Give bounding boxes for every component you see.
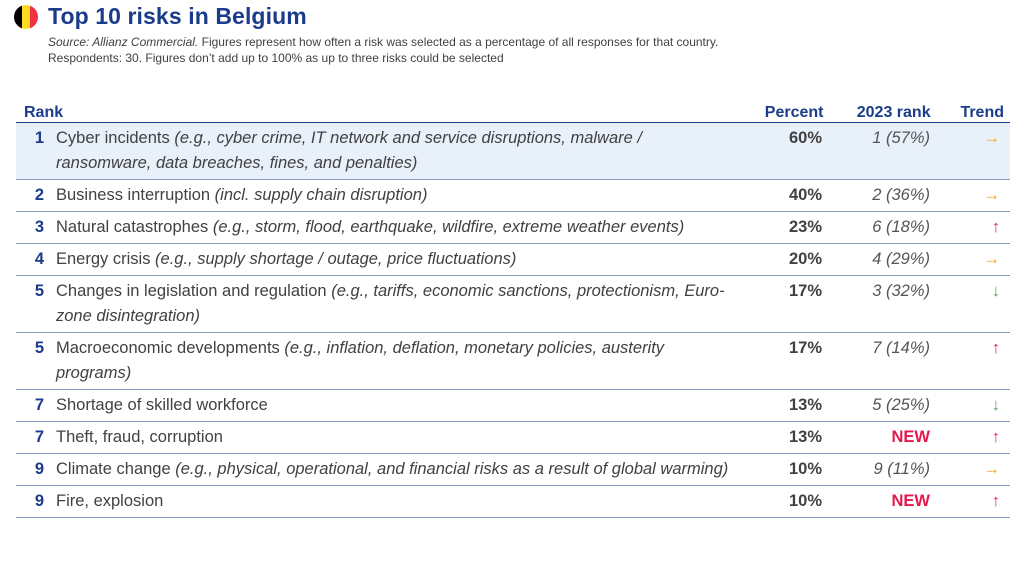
table-row: 7 Shortage of skilled workforce 13% 5 (25%)… [16, 390, 1010, 422]
risk-text: Climate change (e.g., physical, operatio… [56, 457, 746, 482]
table-header: Rank Percent 2023 rank Trend [16, 96, 1010, 123]
column-header-percent: Percent [764, 104, 824, 121]
rank-number: 7 [34, 428, 44, 446]
percent-value: 60% [788, 129, 822, 147]
rank-number: 7 [34, 396, 44, 414]
percent-value: 17% [788, 282, 822, 300]
risk-name: Changes in legislation and regulation [56, 282, 327, 300]
percent-value: 10% [788, 492, 822, 510]
new-badge: NEW [891, 428, 931, 446]
percent-value: 10% [788, 460, 822, 478]
source-note: Source: Allianz Commercial. Figures repr… [48, 34, 1014, 66]
risk-text: Macroeconomic developments (e.g., inflat… [56, 336, 746, 386]
rank-number: 5 [34, 282, 44, 300]
trend-up-arrow-icon: ↑ [991, 492, 1000, 510]
risk-detail: (e.g., storm, flood, earthquake, wildfir… [208, 218, 685, 236]
risk-text: Fire, explosion [56, 489, 746, 514]
trend-down-arrow-icon: ↓ [991, 396, 1000, 414]
risk-name: Theft, fraud, corruption [56, 428, 223, 446]
rank-number: 9 [34, 460, 44, 478]
trend-right-arrow-icon: → [983, 250, 1001, 268]
table-row: 2 Business interruption (incl. supply cha… [16, 180, 1010, 212]
rank-number: 2 [34, 186, 44, 204]
rank-number: 3 [34, 218, 44, 236]
source-label: Source: Allianz Commercial. [48, 35, 199, 49]
source-text: Figures represent how often a risk was s… [198, 35, 719, 49]
flag-stripe-yellow [22, 4, 30, 29]
rank-number: 9 [34, 492, 44, 510]
respondents-line: Respondents: 30. Figures don’t add up to… [48, 51, 504, 65]
trend-right-arrow-icon: → [983, 129, 1001, 147]
prev-rank-value: 7 (14%) [872, 339, 930, 357]
rank-number: 5 [34, 339, 44, 357]
risk-detail: (e.g., cyber crime, IT network and servi… [56, 129, 642, 172]
header: Top 10 risks in Belgium Source: Allianz … [14, 3, 1014, 66]
trend-up-arrow-icon: ↑ [991, 218, 1000, 236]
prev-rank-value: 2 (36%) [872, 186, 930, 204]
table-row: 5 Changes in legislation and regulation (… [16, 276, 1010, 333]
risk-text: Changes in legislation and regulation (e… [56, 279, 746, 329]
flag-stripe-black [14, 4, 22, 29]
risk-name: Natural catastrophes [56, 218, 209, 236]
table-row: 9 Fire, explosion 10% NEW ↑ [16, 486, 1010, 518]
risk-text: Business interruption (incl. supply chai… [56, 183, 746, 208]
table-row: 1 Cyber incidents (e.g., cyber crime, IT … [16, 123, 1010, 180]
trend-right-arrow-icon: → [983, 186, 1001, 204]
risk-name: Energy crisis [56, 250, 151, 268]
prev-rank-value: 3 (32%) [872, 282, 930, 300]
risk-detail: (e.g., inflation, deflation, monetary po… [56, 339, 665, 382]
prev-rank-value: 4 (29%) [872, 250, 930, 268]
percent-value: 40% [788, 186, 822, 204]
new-badge: NEW [891, 492, 931, 510]
risk-detail: (incl. supply chain disruption) [210, 186, 428, 204]
risk-table: Rank Percent 2023 rank Trend 1 Cyber inci… [16, 96, 1010, 518]
percent-value: 13% [788, 428, 822, 446]
column-header-rank: Rank [24, 104, 64, 121]
column-header-2023-rank: 2023 rank [856, 104, 931, 121]
table-row: 3 Natural catastrophes (e.g., storm, floo… [16, 212, 1010, 244]
flag-stripe-red [30, 4, 38, 29]
prev-rank-value: 1 (57%) [872, 129, 930, 147]
prev-rank-value: 6 (18%) [872, 218, 930, 236]
risk-text: Cyber incidents (e.g., cyber crime, IT n… [56, 126, 746, 176]
table-row: 9 Climate change (e.g., physical, operati… [16, 454, 1010, 486]
table-body: 1 Cyber incidents (e.g., cyber crime, IT … [16, 123, 1010, 518]
risk-text: Energy crisis (e.g., supply shortage / o… [56, 247, 746, 272]
rank-number: 1 [34, 129, 44, 147]
table-row: 5 Macroeconomic developments (e.g., infla… [16, 333, 1010, 390]
belgium-flag-icon [14, 4, 38, 29]
trend-right-arrow-icon: → [983, 460, 1001, 478]
risk-name: Shortage of skilled workforce [56, 396, 268, 414]
percent-value: 13% [788, 396, 822, 414]
risk-name: Business interruption [56, 186, 211, 204]
risk-text: Natural catastrophes (e.g., storm, flood… [56, 215, 746, 240]
risk-detail: (e.g., tariffs, economic sanctions, prot… [56, 282, 725, 325]
risk-name: Cyber incidents [56, 129, 170, 147]
risk-detail: (e.g., supply shortage / outage, price f… [150, 250, 517, 268]
rank-number: 4 [34, 250, 44, 268]
risk-name: Macroeconomic developments [56, 339, 280, 357]
table-row: 7 Theft, fraud, corruption 13% NEW ↑ [16, 422, 1010, 454]
trend-up-arrow-icon: ↑ [991, 339, 1000, 357]
risk-text: Theft, fraud, corruption [56, 425, 746, 450]
risk-name: Fire, explosion [56, 492, 164, 510]
prev-rank-value: 5 (25%) [872, 396, 930, 414]
title-row: Top 10 risks in Belgium [14, 3, 1014, 30]
trend-up-arrow-icon: ↑ [991, 428, 1000, 446]
source-line: Source: Allianz Commercial. Figures repr… [48, 34, 1014, 50]
risk-text: Shortage of skilled workforce [56, 393, 746, 418]
percent-value: 20% [788, 250, 822, 268]
risk-name: Climate change [56, 460, 171, 478]
percent-value: 17% [788, 339, 822, 357]
prev-rank-value: 9 (11%) [873, 460, 930, 478]
page-title: Top 10 risks in Belgium [48, 3, 307, 29]
column-header-trend: Trend [960, 104, 1004, 121]
trend-down-arrow-icon: ↓ [991, 282, 1000, 300]
table-row: 4 Energy crisis (e.g., supply shortage / … [16, 244, 1010, 276]
percent-value: 23% [788, 218, 822, 236]
risk-detail: (e.g., physical, operational, and financ… [170, 460, 729, 478]
